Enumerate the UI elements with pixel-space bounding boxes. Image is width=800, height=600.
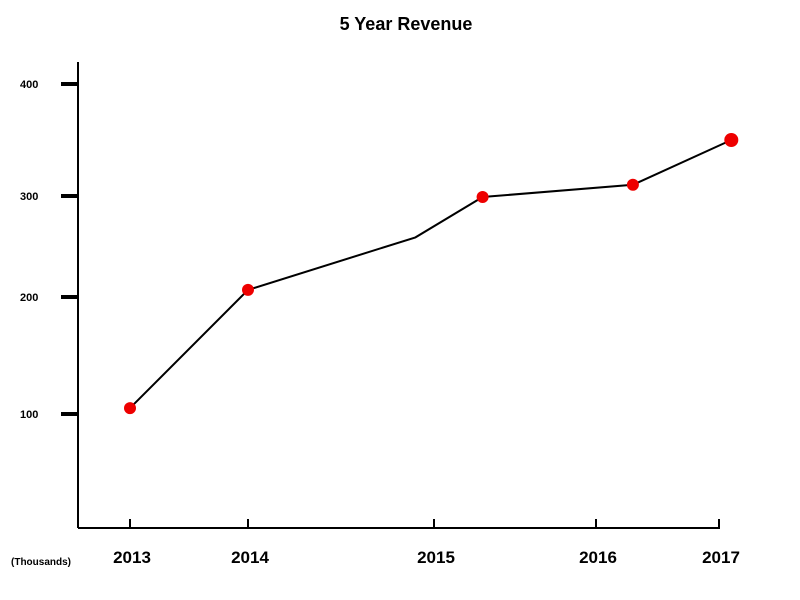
y-tick-label: 100: [20, 409, 38, 421]
data-point: [124, 402, 136, 415]
y-axis-ticks: 100 200 300 400: [20, 79, 78, 421]
x-axis-ticks: 2013 2014 2015 2016 2017: [113, 519, 740, 567]
x-tick-label: 2013: [113, 548, 151, 567]
data-point: [242, 283, 254, 296]
series-markers: [124, 133, 739, 415]
data-point: [724, 133, 739, 147]
series-line: [129, 139, 732, 409]
y-tick-label: 400: [20, 79, 38, 91]
y-tick-label: 300: [20, 191, 38, 203]
data-point: [626, 178, 639, 191]
units-label: (Thousands): [11, 557, 71, 568]
data-point: [476, 191, 489, 204]
x-tick-label: 2014: [231, 548, 269, 567]
x-tick-label: 2016: [579, 548, 617, 567]
x-tick-label: 2015: [417, 548, 455, 567]
y-tick-label: 200: [20, 292, 38, 304]
x-tick-label: 2017: [702, 548, 740, 567]
chart-title: 5 Year Revenue: [340, 14, 473, 34]
